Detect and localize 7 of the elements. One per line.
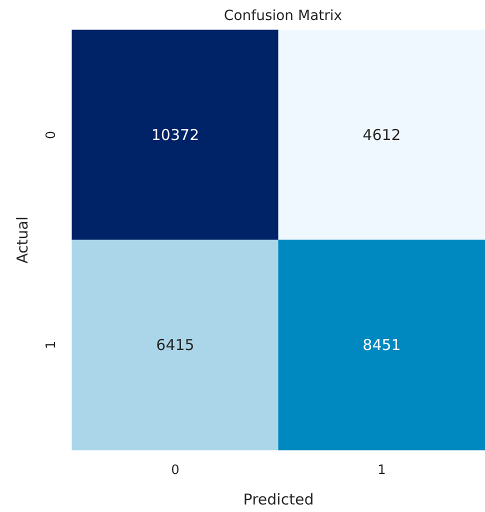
x-axis-title: Predicted [243, 490, 314, 508]
data-label: 6415 [156, 336, 194, 354]
data-label: 10372 [151, 126, 200, 144]
data-label: 8451 [362, 336, 401, 354]
chart-title: Confusion Matrix [224, 8, 342, 24]
data-label: 4612 [362, 126, 401, 144]
y-axis-title: Actual [14, 216, 32, 264]
